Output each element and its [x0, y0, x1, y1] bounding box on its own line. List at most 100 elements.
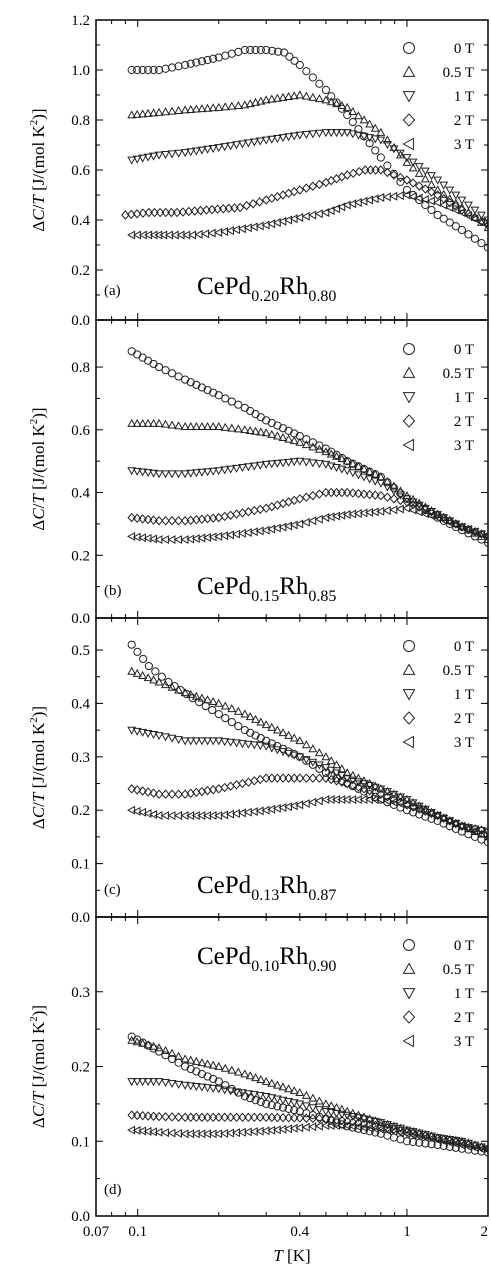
data-point	[243, 1090, 253, 1099]
data-point	[191, 469, 201, 478]
data-point	[314, 796, 323, 806]
data-point	[451, 520, 461, 529]
data-point	[233, 706, 243, 715]
data-point	[376, 785, 386, 794]
data-point	[326, 129, 336, 138]
data-point	[233, 424, 243, 433]
legend-label: 2 T	[454, 711, 474, 727]
data-point	[278, 748, 288, 757]
legend-label: 2 T	[454, 414, 474, 430]
legend-label: 1 T	[454, 687, 474, 703]
data-point	[278, 134, 288, 143]
data-point	[208, 706, 217, 715]
data-point	[180, 535, 189, 545]
data-point	[161, 1112, 170, 1122]
data-point	[154, 732, 164, 741]
data-point	[284, 1084, 294, 1093]
data-point	[208, 697, 218, 706]
data-point	[261, 136, 271, 145]
data-point	[348, 459, 358, 468]
legend-marker	[403, 343, 415, 355]
data-point	[376, 789, 386, 799]
data-point	[426, 1134, 435, 1144]
data-point	[127, 666, 137, 675]
data-point	[376, 506, 385, 516]
data-point	[408, 799, 418, 808]
data-point	[308, 181, 318, 191]
data-point	[174, 1080, 184, 1089]
legend-label: 1 T	[454, 986, 474, 1002]
data-point	[395, 486, 405, 495]
data-point	[208, 1060, 218, 1069]
data-point	[477, 211, 486, 220]
data-point	[402, 154, 412, 163]
data-point	[143, 787, 153, 797]
data-point	[138, 468, 148, 477]
data-point	[197, 1083, 207, 1092]
data-point	[167, 63, 177, 72]
data-point	[256, 413, 265, 422]
data-point	[432, 811, 442, 821]
data-point	[295, 1100, 305, 1109]
data-point	[151, 667, 160, 676]
data-point	[353, 111, 363, 120]
data-point	[301, 1122, 310, 1132]
data-point	[326, 1101, 336, 1110]
data-point	[127, 531, 136, 541]
data-point	[251, 426, 260, 435]
y-tick-label: 1.2	[71, 13, 90, 29]
data-point	[261, 720, 271, 729]
y-tick-label: 0.8	[71, 113, 90, 129]
data-point	[395, 191, 404, 201]
data-point	[244, 507, 253, 517]
y-tick-label: 0.8	[71, 360, 90, 376]
data-point	[180, 470, 190, 479]
data-point	[154, 230, 163, 240]
data-point	[251, 731, 260, 740]
data-point	[203, 103, 212, 112]
data-point	[238, 508, 247, 518]
data-point	[208, 103, 218, 112]
data-point	[477, 530, 486, 539]
data-point	[197, 1069, 207, 1079]
data-point	[174, 105, 184, 115]
data-point	[284, 92, 294, 101]
data-point	[284, 434, 294, 443]
data-point	[470, 1143, 479, 1153]
data-point	[214, 467, 224, 476]
data-point	[433, 509, 442, 520]
data-point	[272, 459, 282, 468]
data-point	[295, 1113, 305, 1123]
data-point	[245, 99, 255, 108]
data-point	[149, 418, 159, 427]
data-point	[272, 134, 282, 143]
data-point	[432, 1135, 442, 1145]
data-point	[191, 1083, 201, 1092]
data-point	[280, 48, 289, 57]
data-point	[414, 193, 423, 203]
data-point	[226, 1087, 236, 1096]
data-point	[127, 467, 137, 476]
legend-label: 0 T	[454, 639, 474, 655]
data-point	[326, 206, 335, 216]
data-point	[256, 734, 265, 743]
data-point	[233, 1067, 243, 1076]
data-point	[342, 778, 352, 789]
data-point	[470, 527, 479, 537]
sample-formula: CePd0.15Rh0.85	[197, 573, 336, 605]
series-1T	[127, 726, 488, 837]
legend-marker	[402, 113, 416, 127]
y-tick-label: 0.6	[71, 423, 90, 439]
data-point	[477, 239, 486, 248]
data-point	[342, 129, 352, 138]
data-point	[365, 489, 374, 500]
data-point	[439, 1136, 448, 1146]
data-point	[197, 468, 207, 477]
data-point	[149, 108, 159, 117]
data-point	[483, 220, 488, 230]
data-point	[389, 1127, 398, 1136]
data-point	[327, 92, 336, 101]
data-point	[155, 207, 165, 218]
series-0T	[127, 640, 488, 847]
data-point	[376, 165, 386, 175]
